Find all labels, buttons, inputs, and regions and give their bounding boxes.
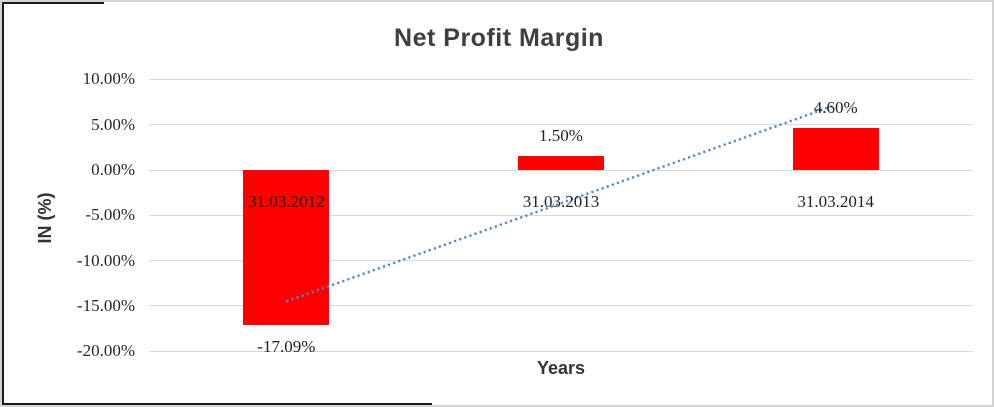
y-tick-label: -15.00% [76, 295, 135, 315]
data-label: -17.09% [257, 336, 316, 356]
data-label: 1.50% [539, 126, 583, 146]
category-label: 31.03.2013 [522, 192, 600, 211]
y-tick-label: 0.00% [91, 160, 135, 179]
y-tick-label: 10.00% [82, 69, 135, 89]
gridline [149, 214, 973, 216]
category-label: 31.03.2014 [797, 192, 874, 211]
gridline [149, 260, 973, 262]
gridline [149, 78, 973, 80]
bar [518, 156, 604, 170]
left-cell-border [2, 2, 4, 405]
top-cell-border [2, 2, 104, 4]
bar [792, 128, 879, 170]
y-tick-label: -10.00% [76, 250, 135, 270]
gridline [149, 305, 973, 307]
gridline [149, 124, 973, 126]
gridline [149, 169, 973, 171]
bottom-cell-border [2, 403, 432, 405]
y-tick-label: -20.00% [76, 341, 135, 361]
gridline [149, 350, 973, 352]
x-axis-title: Years [536, 358, 586, 378]
bar [243, 170, 330, 325]
y-tick-label: -5.00% [85, 205, 135, 225]
y-tick-label: 5.00% [91, 114, 135, 134]
chart-title: Net Profit Margin [394, 24, 604, 52]
category-label: 31.03.2012 [248, 192, 325, 211]
data-label: 4.60% [813, 98, 858, 118]
